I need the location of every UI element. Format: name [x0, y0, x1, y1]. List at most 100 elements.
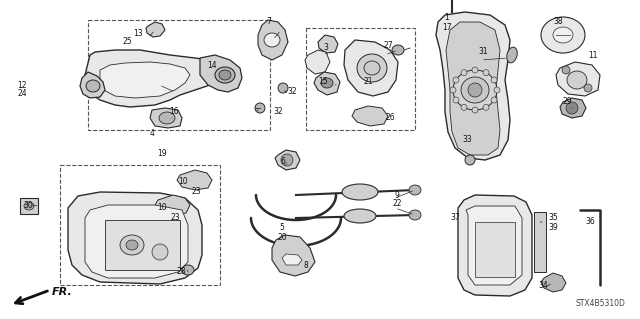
Text: FR.: FR. — [52, 287, 73, 297]
Ellipse shape — [152, 244, 168, 260]
Ellipse shape — [24, 202, 34, 210]
Ellipse shape — [409, 185, 421, 195]
Ellipse shape — [281, 154, 293, 166]
Text: 36: 36 — [585, 218, 595, 226]
Ellipse shape — [344, 209, 376, 223]
Polygon shape — [541, 273, 566, 292]
Ellipse shape — [364, 61, 380, 75]
Ellipse shape — [392, 45, 404, 55]
Bar — [534, 212, 546, 272]
Polygon shape — [258, 20, 288, 60]
Text: 29: 29 — [562, 97, 572, 106]
Text: 9: 9 — [395, 190, 399, 199]
Polygon shape — [466, 206, 522, 285]
Text: 14: 14 — [207, 61, 217, 70]
Ellipse shape — [461, 70, 467, 76]
Ellipse shape — [562, 66, 570, 74]
Ellipse shape — [584, 84, 592, 92]
Ellipse shape — [472, 67, 478, 73]
Ellipse shape — [494, 87, 500, 93]
Polygon shape — [68, 192, 202, 284]
Text: 7: 7 — [267, 18, 271, 26]
Polygon shape — [177, 170, 212, 190]
Text: 34: 34 — [538, 280, 548, 290]
Text: 6: 6 — [280, 158, 285, 167]
Ellipse shape — [264, 33, 280, 47]
Ellipse shape — [453, 97, 459, 103]
Polygon shape — [272, 235, 315, 276]
Ellipse shape — [255, 103, 265, 113]
Ellipse shape — [483, 104, 489, 110]
Text: 23: 23 — [170, 212, 180, 221]
Text: 10: 10 — [178, 176, 188, 186]
Bar — [20, 198, 38, 214]
Ellipse shape — [159, 112, 175, 124]
Text: 27: 27 — [383, 41, 393, 49]
Ellipse shape — [357, 54, 387, 82]
Polygon shape — [314, 72, 340, 95]
Polygon shape — [344, 40, 398, 96]
Text: 1: 1 — [445, 13, 449, 23]
Bar — [475, 222, 515, 277]
Text: 37: 37 — [450, 213, 460, 222]
Polygon shape — [282, 254, 302, 265]
Ellipse shape — [86, 80, 100, 92]
Text: 16: 16 — [169, 108, 179, 116]
Text: 20: 20 — [277, 233, 287, 241]
Text: 32: 32 — [287, 86, 297, 95]
Text: 39: 39 — [548, 222, 558, 232]
Ellipse shape — [120, 235, 144, 255]
Ellipse shape — [409, 210, 421, 220]
Ellipse shape — [215, 67, 235, 83]
Ellipse shape — [468, 83, 482, 97]
Polygon shape — [446, 22, 500, 155]
Polygon shape — [155, 195, 190, 215]
Ellipse shape — [450, 87, 456, 93]
Polygon shape — [352, 106, 388, 126]
Text: 21: 21 — [364, 78, 372, 86]
Ellipse shape — [541, 17, 585, 53]
Polygon shape — [146, 22, 165, 37]
Ellipse shape — [566, 102, 578, 114]
Ellipse shape — [219, 70, 231, 80]
Text: 28: 28 — [176, 268, 186, 277]
Bar — [60, 165, 220, 285]
Text: 3: 3 — [324, 43, 328, 53]
Ellipse shape — [453, 70, 497, 110]
Text: 19: 19 — [157, 149, 167, 158]
Polygon shape — [85, 205, 188, 278]
Ellipse shape — [278, 83, 288, 93]
Text: 10: 10 — [157, 203, 167, 211]
Ellipse shape — [472, 107, 478, 113]
Polygon shape — [318, 35, 338, 53]
Text: 12: 12 — [17, 80, 27, 90]
Ellipse shape — [483, 70, 489, 76]
Bar — [88, 20, 270, 130]
Text: 35: 35 — [548, 213, 558, 222]
Bar — [306, 28, 415, 130]
Ellipse shape — [491, 97, 497, 103]
Polygon shape — [458, 195, 532, 296]
Polygon shape — [85, 50, 225, 107]
Polygon shape — [275, 150, 300, 170]
Text: 33: 33 — [462, 136, 472, 145]
Text: 15: 15 — [318, 78, 328, 86]
Text: 13: 13 — [133, 28, 143, 38]
Ellipse shape — [461, 104, 467, 110]
Ellipse shape — [342, 184, 378, 200]
Ellipse shape — [465, 155, 475, 165]
Ellipse shape — [453, 77, 459, 83]
Text: 23: 23 — [191, 187, 201, 196]
Text: 31: 31 — [478, 47, 488, 56]
Polygon shape — [200, 55, 242, 92]
Ellipse shape — [321, 78, 333, 88]
Polygon shape — [305, 50, 330, 74]
Text: 38: 38 — [553, 18, 563, 26]
Ellipse shape — [567, 71, 587, 89]
Polygon shape — [556, 62, 600, 96]
Polygon shape — [150, 108, 182, 128]
Polygon shape — [100, 62, 190, 98]
Ellipse shape — [126, 240, 138, 250]
Text: 5: 5 — [280, 224, 284, 233]
Text: 26: 26 — [385, 114, 395, 122]
